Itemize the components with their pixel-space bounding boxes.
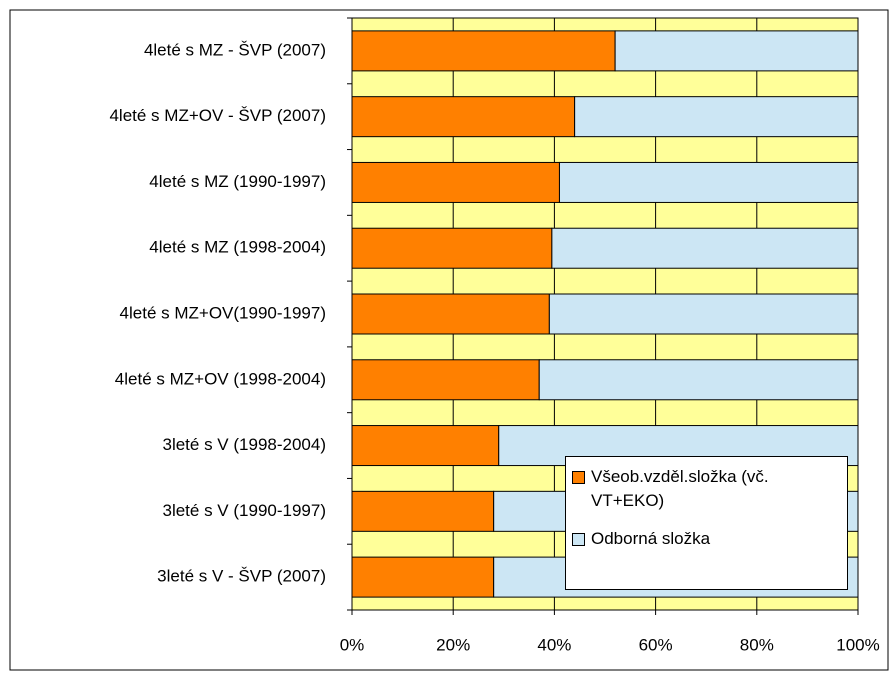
- legend-label: Odborná složka: [591, 529, 711, 548]
- x-tick-label: 20%: [436, 635, 470, 654]
- bar: [351, 293, 550, 335]
- x-tick-label: 0%: [340, 635, 365, 654]
- y-tick-label: 3leté s V - ŠVP (2007): [157, 567, 326, 586]
- bar: [351, 425, 500, 467]
- bar: [548, 293, 859, 335]
- bar: [351, 556, 495, 598]
- x-tick-label: 40%: [537, 635, 571, 654]
- bar: [351, 359, 540, 401]
- legend-label: Všeob.vzděl.složka (vč. VT+EKO): [591, 467, 769, 510]
- bar: [551, 227, 859, 269]
- x-tick-label: 80%: [740, 635, 774, 654]
- bar: [351, 227, 553, 269]
- y-tick-label: 4leté s MZ+OV(1990-1997): [120, 303, 326, 322]
- bar: [614, 30, 859, 72]
- bar: [351, 490, 495, 532]
- legend-item: Odborná složka: [572, 527, 841, 551]
- x-tick-label: 60%: [639, 635, 673, 654]
- bar: [574, 96, 859, 138]
- legend: Všeob.vzděl.složka (vč. VT+EKO) Odborná s…: [565, 456, 848, 590]
- y-tick-label: 4leté s MZ+OV - ŠVP (2007): [109, 106, 326, 125]
- bar: [351, 30, 616, 72]
- legend-swatch: [572, 471, 585, 484]
- y-tick-label: 3leté s V (1998-2004): [163, 435, 327, 454]
- y-tick-label: 4leté s MZ (1990-1997): [149, 172, 326, 191]
- bar: [558, 161, 859, 203]
- bar: [538, 359, 859, 401]
- legend-item: Všeob.vzděl.složka (vč. VT+EKO): [572, 465, 841, 513]
- bar: [351, 161, 560, 203]
- y-tick-label: 4leté s MZ+OV (1998-2004): [115, 369, 326, 388]
- y-tick-label: 4leté s MZ (1998-2004): [149, 238, 326, 257]
- bar: [351, 96, 576, 138]
- y-tick-label: 3leté s V (1990-1997): [163, 501, 327, 520]
- legend-swatch: [572, 533, 585, 546]
- y-tick-label: 4leté s MZ - ŠVP (2007): [144, 40, 326, 59]
- x-tick-label: 100%: [836, 635, 879, 654]
